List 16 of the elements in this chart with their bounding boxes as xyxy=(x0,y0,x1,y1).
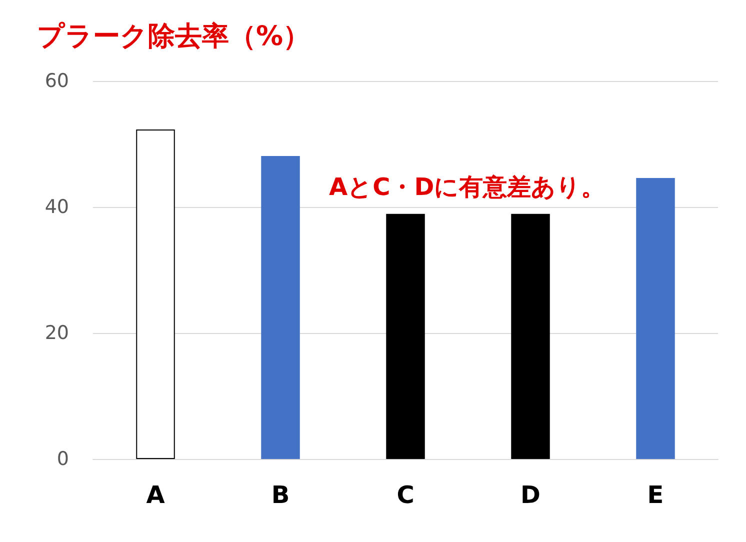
y-tick-label: 0 xyxy=(56,448,69,470)
y-tick-label: 40 xyxy=(44,196,69,218)
y-tick-label: 60 xyxy=(44,70,69,92)
bar xyxy=(136,130,175,459)
annotation: AとC・Dに有意差あり。 xyxy=(329,173,606,201)
bar xyxy=(636,178,675,459)
x-tick-label: D xyxy=(520,481,540,509)
bar xyxy=(511,214,550,459)
y-tick-label: 20 xyxy=(44,322,69,344)
x-tick-label: B xyxy=(271,481,290,509)
chart-title: プラーク除去率（%） xyxy=(37,21,310,52)
x-tick-label: E xyxy=(647,481,664,509)
bar xyxy=(261,156,300,459)
x-tick-label: C xyxy=(396,481,414,509)
x-tick-label: A xyxy=(146,481,166,509)
bar xyxy=(386,214,425,459)
